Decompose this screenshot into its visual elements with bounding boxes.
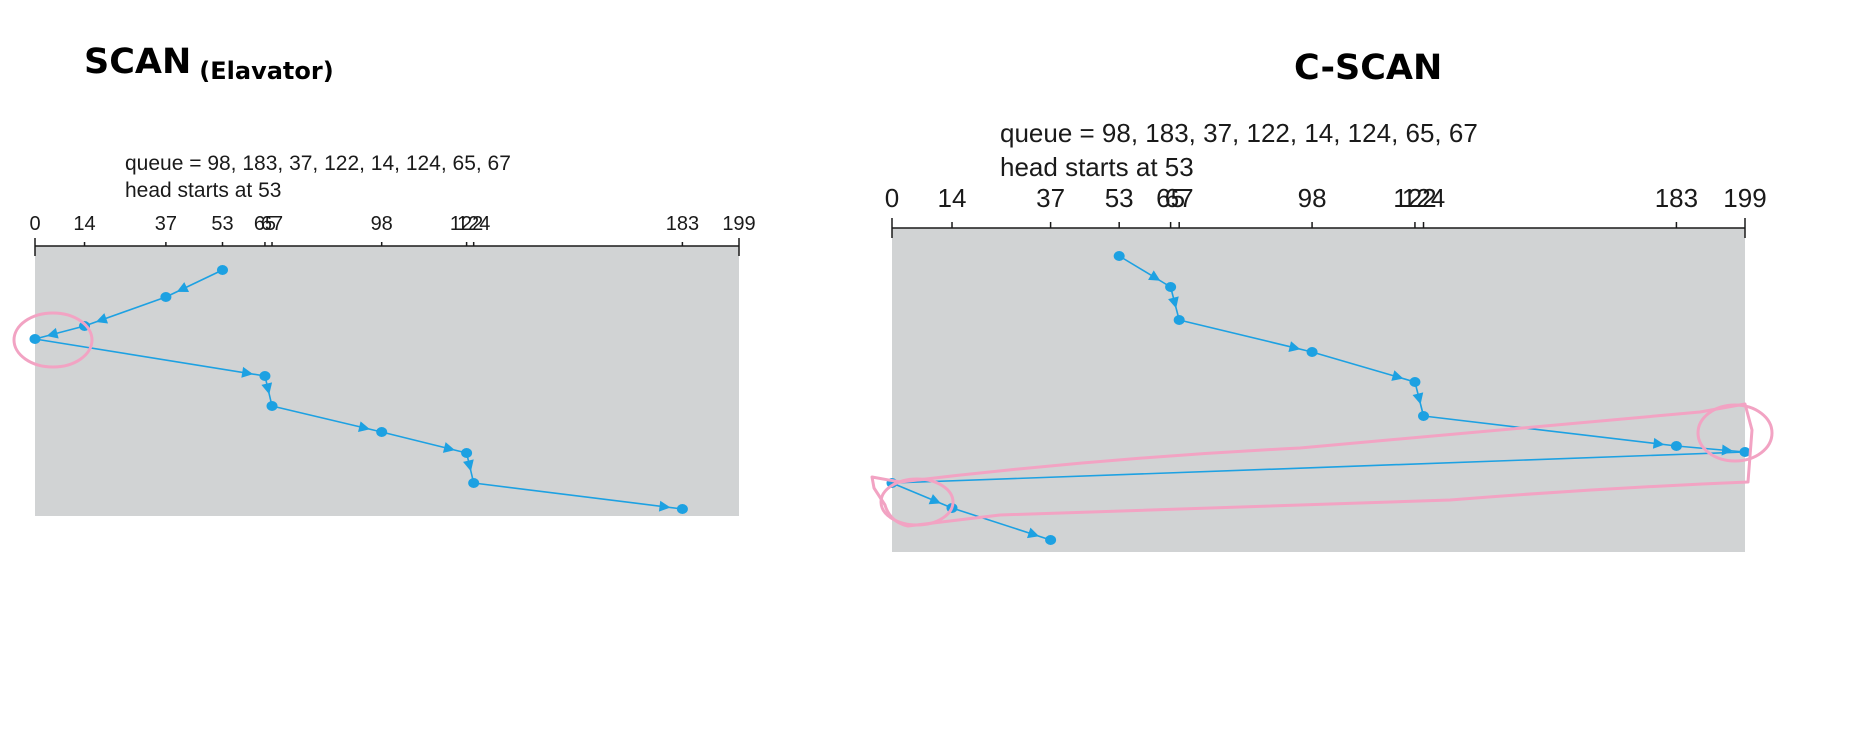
tick-label: 37 <box>1036 183 1065 213</box>
path-segment <box>1423 415 1677 447</box>
tick-label: 183 <box>1655 183 1698 213</box>
tick-label: 65 <box>1156 183 1185 213</box>
tick-label: 122 <box>450 213 483 235</box>
path-arrowhead <box>1027 527 1040 539</box>
path-arrowhead <box>658 500 671 512</box>
highlight-loop <box>870 402 1754 528</box>
cscan-title: C-SCAN <box>1294 48 1443 88</box>
request-point <box>1165 282 1177 292</box>
tick-label: 0 <box>29 213 40 235</box>
tick-label: 14 <box>938 183 967 213</box>
request-point <box>1739 447 1751 457</box>
tick-label: 53 <box>211 213 233 235</box>
path-segment <box>34 325 85 340</box>
path-arrowhead <box>358 421 371 433</box>
cscan-queue-text: queue = 98, 183, 37, 122, 14, 124, 65, 6… <box>1000 118 1478 148</box>
request-point <box>1173 315 1185 325</box>
tick-label: 124 <box>457 213 490 235</box>
request-point <box>1418 411 1430 421</box>
tick-label: 183 <box>666 213 699 235</box>
path-arrowhead <box>176 282 190 293</box>
scan-queue-text: queue = 98, 183, 37, 122, 14, 124, 65, 6… <box>125 152 511 175</box>
path-arrowhead <box>1391 370 1404 381</box>
path-segment <box>34 338 266 377</box>
cscan-head-text: head starts at 53 <box>1000 152 1194 182</box>
scan-info: queue = 98, 183, 37, 122, 14, 124, 65, 6… <box>125 150 511 204</box>
tick-label: 67 <box>261 213 283 235</box>
path-arrowhead <box>1412 392 1424 405</box>
request-point <box>259 371 271 381</box>
request-point <box>468 478 480 488</box>
request-point <box>376 427 388 437</box>
path-segment <box>165 269 223 298</box>
path-arrowhead <box>1288 341 1301 352</box>
request-point <box>1670 441 1682 451</box>
tick-label: 0 <box>885 183 899 213</box>
path-segment <box>1118 255 1172 288</box>
path-arrowhead <box>1652 437 1665 449</box>
tick-label: 98 <box>1298 183 1327 213</box>
cscan-plot-area <box>892 228 1745 552</box>
path-arrowhead <box>1148 270 1161 281</box>
scan-head-path <box>29 265 688 514</box>
tick-label: 122 <box>1393 183 1436 213</box>
path-segment <box>1676 445 1746 453</box>
request-point <box>1045 535 1057 545</box>
request-point <box>29 334 41 344</box>
tick-label: 53 <box>1105 183 1134 213</box>
request-point <box>266 401 278 411</box>
request-point <box>461 448 473 458</box>
cscan-head-path <box>886 251 1751 545</box>
request-point <box>216 265 228 275</box>
tick-label: 199 <box>722 213 755 235</box>
scan-plot-area <box>35 246 739 516</box>
tick-label: 199 <box>1723 183 1766 213</box>
request-point <box>1306 347 1318 357</box>
path-arrowhead <box>463 459 474 472</box>
tick-label: 37 <box>155 213 177 235</box>
path-arrowhead <box>241 366 254 378</box>
tick-label: 67 <box>1165 183 1194 213</box>
scan-title: SCAN (Elavator) <box>84 42 334 85</box>
highlight-circle <box>12 311 94 369</box>
path-arrowhead <box>95 313 109 324</box>
tick-label: 65 <box>254 213 276 235</box>
path-segment <box>891 482 953 509</box>
scan-head-text: head starts at 53 <box>125 179 282 202</box>
cscan-info: queue = 98, 183, 37, 122, 14, 124, 65, 6… <box>1000 116 1478 184</box>
request-point <box>676 504 688 514</box>
request-point <box>1113 251 1125 261</box>
tick-label: 14 <box>73 213 95 235</box>
path-segment <box>473 482 683 510</box>
tick-label: 98 <box>371 213 393 235</box>
path-segment <box>891 451 1746 484</box>
scan-subtitle: (Elavator) <box>199 57 334 85</box>
path-arrowhead <box>261 382 273 395</box>
request-point <box>160 292 172 302</box>
path-arrowhead <box>442 442 455 453</box>
request-point <box>1409 377 1421 387</box>
path-arrowhead <box>1168 296 1179 309</box>
tick-label: 124 <box>1402 183 1445 213</box>
path-arrowhead <box>928 494 941 505</box>
path-arrowhead <box>46 327 59 339</box>
